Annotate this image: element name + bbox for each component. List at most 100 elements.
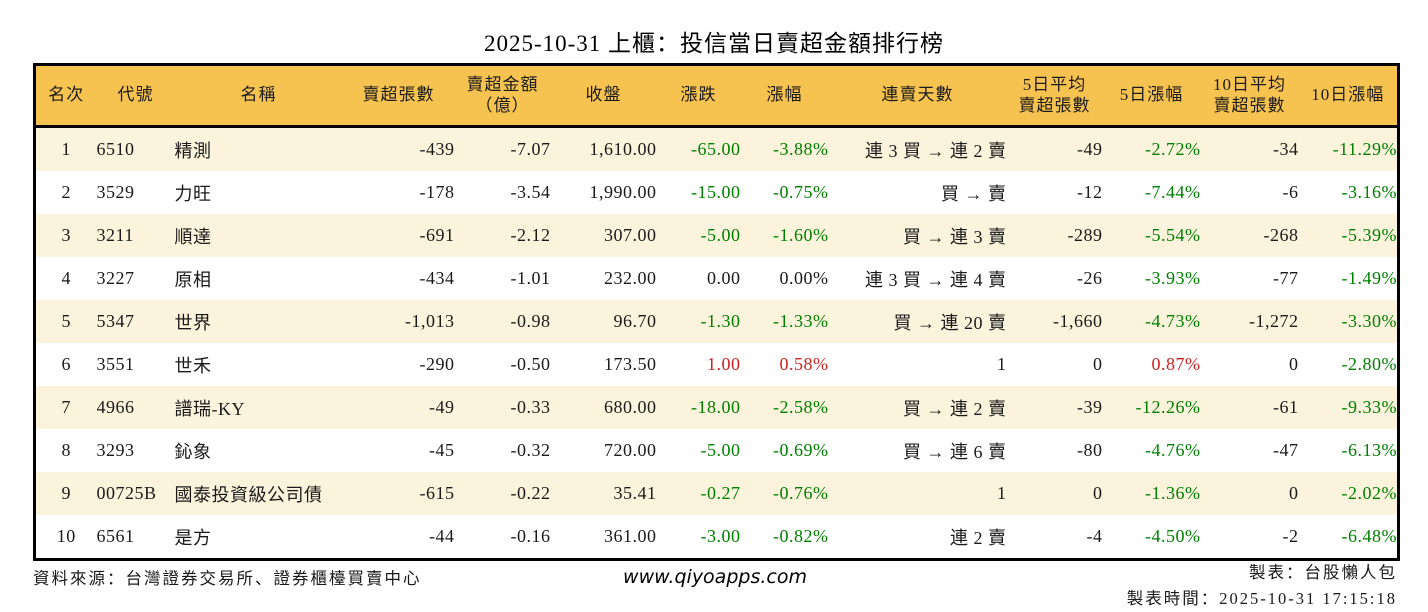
- cell-rank: 8: [61, 440, 71, 460]
- cell-name: 力旺: [174, 183, 212, 204]
- cell-chg_pct: -0.75%: [773, 182, 829, 202]
- cell-avg5: 0: [1006, 472, 1103, 515]
- cell-avg10: -34: [1200, 126, 1299, 171]
- cell-pct10: -6.13%: [1341, 440, 1397, 460]
- cell-close: 307.00: [550, 214, 657, 257]
- cell-pct5: -5.54%: [1102, 214, 1201, 257]
- table-row: 9 00725B 國泰投資級公司債 -615 -0.22 35.41 -0.27 -0.76%…: [34, 472, 1399, 515]
- cell-avg10: -268: [1200, 214, 1299, 257]
- cell-name: 國泰投資級公司債: [174, 472, 343, 515]
- cell-name: 原相: [174, 269, 212, 290]
- column-header-streak: 連賣天數: [828, 64, 1007, 128]
- cell-avg5: 0: [1093, 354, 1103, 374]
- cell-pct5: -7.44%: [1145, 182, 1201, 202]
- cell-avg10: -2: [1282, 526, 1299, 546]
- cell-chg: -0.27: [656, 472, 741, 515]
- cell-amt: -2.12: [454, 214, 551, 257]
- cell-avg10: 0: [1200, 472, 1299, 515]
- column-header-amt: 賣超金額 （億）: [454, 64, 551, 128]
- cell-avg10: -47: [1273, 440, 1299, 460]
- cell-close: 1,610.00: [550, 126, 657, 171]
- cell-pct10: -2.02%: [1298, 472, 1399, 515]
- cell-pct5: -2.72%: [1102, 126, 1201, 171]
- cell-close: 361.00: [604, 526, 657, 546]
- cell-avg5: -80: [1077, 440, 1103, 460]
- cell-rank: 5: [34, 300, 97, 343]
- cell-pct10: -11.29%: [1298, 126, 1399, 171]
- cell-amt: -0.22: [454, 472, 551, 515]
- cell-pct10: -3.30%: [1298, 300, 1399, 343]
- cell-chg_pct: -1.60%: [740, 214, 829, 257]
- cell-streak: 買 → 連 6 賣: [903, 441, 1007, 462]
- cell-avg5: -49: [1006, 126, 1103, 171]
- cell-pct5: -4.73%: [1102, 300, 1201, 343]
- cell-close: 720.00: [604, 440, 657, 460]
- column-header-name: 名稱: [174, 64, 343, 128]
- cell-streak: 1: [997, 354, 1007, 374]
- column-header-chg: 漲跌: [656, 64, 741, 128]
- cell-streak: 連 3 買 → 連 4 賣: [865, 269, 1007, 290]
- cell-chg_pct: -1.33%: [740, 300, 829, 343]
- cell-rank: 7: [34, 386, 97, 429]
- cell-chg: -65.00: [656, 126, 741, 171]
- cell-chg: -1.30: [656, 300, 741, 343]
- cell-pct5: -1.36%: [1102, 472, 1201, 515]
- cell-chg: -18.00: [656, 386, 741, 429]
- cell-rank: 1: [34, 126, 97, 171]
- cell-rank: 2: [61, 182, 71, 202]
- cell-vol: -178: [419, 182, 455, 202]
- column-header-chg_pct: 漲幅: [740, 64, 829, 128]
- cell-vol: -45: [429, 440, 455, 460]
- cell-chg: 1.00: [707, 354, 741, 374]
- credit-time: 製表時間：2025-10-31 17:15:18: [1126, 588, 1397, 608]
- cell-vol: -49: [342, 386, 455, 429]
- table-row: 6 3551 世禾 -290 -0.50 173.50 1.00 0.58% 1 0 0.87% 0 -…: [35, 343, 1399, 386]
- cell-amt: -0.32: [510, 440, 551, 460]
- cell-pct10: -1.49%: [1341, 268, 1397, 288]
- column-header-pct5: 5日漲幅: [1102, 64, 1201, 128]
- cell-name: 世禾: [174, 355, 212, 376]
- cell-streak: 買 → 連 2 賣: [828, 386, 1007, 429]
- column-header-rank: 名次: [34, 64, 97, 128]
- cell-streak: 連 3 買 → 連 2 賣: [828, 126, 1007, 171]
- cell-amt: -0.50: [510, 354, 551, 374]
- ranking-table-wrap: 名次 代號 名稱 賣超張數 賣超金額 （億） 收盤 漲跌 漲幅 連賣天數 5日平均 賣超張數 5日漲…: [33, 63, 1400, 561]
- cell-chg_pct: 0.00%: [779, 268, 829, 288]
- cell-chg: 0.00: [707, 268, 741, 288]
- cell-pct10: -3.16%: [1341, 182, 1397, 202]
- cell-amt: -1.01: [510, 268, 551, 288]
- cell-rank: 3: [34, 214, 97, 257]
- table-row: 10 6561 是方 -44 -0.16 361.00 -3.00 -0.82% 連 2 賣 -4…: [35, 515, 1399, 560]
- cell-streak: 買 → 連 20 賣: [828, 300, 1007, 343]
- cell-vol: -691: [342, 214, 455, 257]
- cell-chg_pct: -2.58%: [740, 386, 829, 429]
- column-header-avg10: 10日平均 賣超張數: [1200, 64, 1299, 128]
- cell-pct10: -9.33%: [1298, 386, 1399, 429]
- column-header-avg5: 5日平均 賣超張數: [1006, 64, 1103, 128]
- table-row: 8 3293 鈊象 -45 -0.32 720.00 -5.00 -0.69% 買 → 連 6 …: [35, 429, 1399, 472]
- cell-pct5: -4.76%: [1145, 440, 1201, 460]
- cell-pct10: -5.39%: [1298, 214, 1399, 257]
- cell-code: 6510: [96, 126, 175, 171]
- column-header-close: 收盤: [550, 64, 657, 128]
- cell-vol: -434: [419, 268, 455, 288]
- cell-chg: -15.00: [691, 182, 741, 202]
- cell-avg5: -1,660: [1006, 300, 1103, 343]
- cell-rank: 6: [61, 354, 71, 374]
- cell-avg5: -4: [1086, 526, 1103, 546]
- cell-avg5: -289: [1006, 214, 1103, 257]
- cell-close: 35.41: [550, 472, 657, 515]
- cell-avg10: -6: [1282, 182, 1299, 202]
- cell-avg10: -61: [1200, 386, 1299, 429]
- cell-vol: -615: [342, 472, 455, 515]
- cell-streak: 買 → 連 3 賣: [828, 214, 1007, 257]
- cell-rank: 10: [56, 526, 76, 546]
- cell-amt: -7.07: [454, 126, 551, 171]
- data-source-note: 資料來源：台灣證券交易所、證券櫃檯買賣中心: [33, 569, 422, 588]
- cell-rank: 4: [61, 268, 71, 288]
- cell-code: 3227: [96, 268, 135, 288]
- table-row: 1 6510 精測 -439 -7.07 1,610.00 -65.00 -3.88% 連 3 …: [34, 126, 1399, 171]
- cell-streak: 1: [828, 472, 1007, 515]
- cell-code: 3211: [96, 214, 175, 257]
